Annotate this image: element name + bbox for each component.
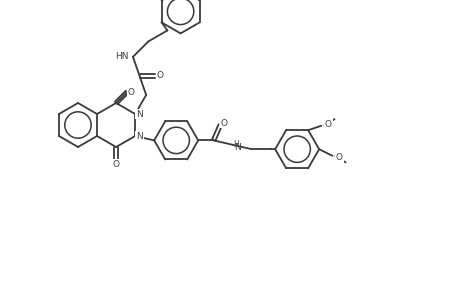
Text: N: N	[136, 110, 143, 118]
Text: O: O	[127, 88, 134, 97]
Text: N: N	[136, 131, 143, 140]
Text: O: O	[156, 71, 163, 80]
Text: O: O	[335, 153, 342, 162]
Text: HN: HN	[115, 52, 129, 61]
Text: O: O	[220, 118, 227, 127]
Text: O: O	[324, 120, 331, 129]
Text: O: O	[112, 160, 119, 169]
Text: N: N	[234, 143, 241, 152]
Text: H: H	[232, 140, 238, 149]
